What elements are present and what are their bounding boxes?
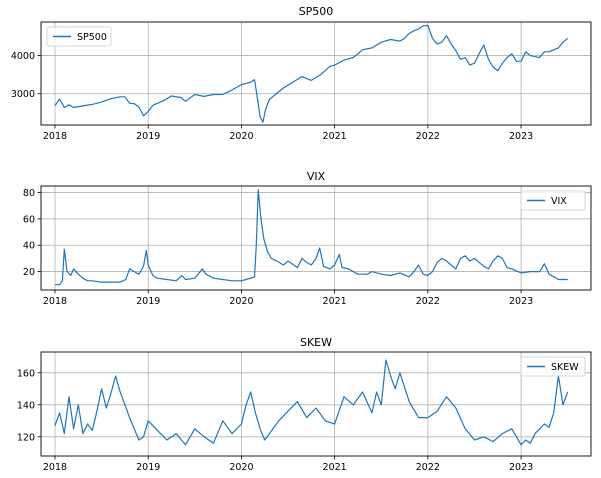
series-line-skew (54, 359, 569, 446)
legend: SP500 (46, 26, 112, 47)
legend: SKEW (520, 356, 586, 377)
axes-frame (40, 351, 592, 457)
x-tick-label: 2023 (509, 296, 533, 307)
legend-label: VIX (551, 196, 567, 207)
subplot-vix: VIX 2018 2019 2020 2021 2022 2023 20 40 60 80 VIX (23, 170, 592, 307)
x-tick-label: 2023 (509, 462, 533, 473)
x-tick-label: 2021 (323, 296, 347, 307)
legend-label: SP500 (77, 32, 107, 43)
x-tick-label: 2019 (136, 462, 160, 473)
x-tick-label: 2020 (229, 296, 253, 307)
y-tick-label: 4000 (11, 51, 35, 62)
subplot-sp500: SP500 2018 2019 2020 2021 2022 2023 3000 4000 SP5… (11, 5, 592, 142)
x-tick-label: 2020 (229, 462, 253, 473)
x-tick-label: 2022 (416, 131, 440, 142)
x-tick-label: 2023 (509, 131, 533, 142)
x-tick-label: 2018 (43, 296, 67, 307)
x-tick-label: 2019 (136, 131, 160, 142)
legend: VIX (520, 190, 586, 211)
chart-title: VIX (307, 170, 326, 183)
y-tick-label: 80 (23, 188, 35, 199)
legend-label: SKEW (551, 362, 579, 373)
series-line-vix (55, 189, 568, 286)
y-tick-label: 60 (23, 214, 35, 225)
x-tick-label: 2018 (43, 131, 67, 142)
x-tick-label: 2022 (416, 462, 440, 473)
series-line-sp500 (54, 24, 569, 123)
legend-box (520, 356, 586, 377)
axes-frame (40, 21, 592, 126)
x-tick-label: 2019 (136, 296, 160, 307)
y-tick-label: 160 (17, 368, 35, 379)
y-tick-label: 120 (17, 432, 35, 443)
legend-box (46, 26, 112, 47)
x-tick-label: 2020 (229, 131, 253, 142)
y-tick-label: 3000 (11, 89, 35, 100)
x-tick-label: 2021 (323, 131, 347, 142)
y-tick-label: 140 (17, 400, 35, 411)
y-tick-label: 40 (23, 241, 35, 252)
x-tick-label: 2021 (323, 462, 347, 473)
x-tick-label: 2022 (416, 296, 440, 307)
axes-frame (40, 185, 592, 291)
x-tick-label: 2018 (43, 462, 67, 473)
y-tick-label: 20 (23, 267, 35, 278)
subplot-skew: SKEW 2018 2019 2020 2021 2022 2023 120 140 160 SKE… (17, 336, 592, 473)
legend-box (520, 190, 586, 211)
chart-title: SP500 (299, 5, 334, 18)
chart-title: SKEW (300, 336, 332, 349)
